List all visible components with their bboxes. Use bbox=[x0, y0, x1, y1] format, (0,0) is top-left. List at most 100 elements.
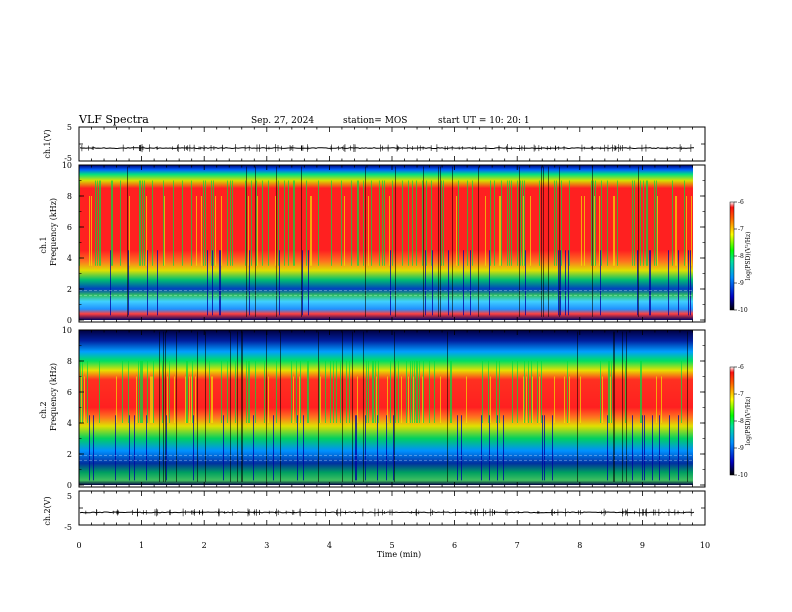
spectrogram-stripe bbox=[279, 250, 280, 316]
spectrogram-stripe bbox=[581, 196, 582, 266]
spectrogram-stripe bbox=[608, 361, 609, 423]
spectrogram-stripe bbox=[595, 180, 596, 266]
spectrogram-stripe bbox=[81, 376, 82, 423]
spectrogram-stripe bbox=[643, 180, 644, 266]
spectrogram-stripe bbox=[392, 180, 393, 266]
spectrogram-stripe bbox=[537, 361, 538, 423]
spectrogram-stripe bbox=[138, 361, 139, 423]
spectrogram-stripe bbox=[211, 376, 212, 423]
colorbar-tick-label: -7 bbox=[738, 391, 744, 398]
spectrogram-stripe bbox=[432, 250, 433, 316]
spectrogram-background bbox=[79, 165, 693, 320]
spectrogram-stripe bbox=[308, 250, 309, 316]
spectrogram-stripe bbox=[613, 331, 614, 482]
spectrogram-stripe bbox=[691, 196, 692, 266]
spectrogram-stripe bbox=[242, 331, 243, 482]
spectrogram-stripe bbox=[607, 180, 608, 266]
spectrogram-stripe bbox=[147, 361, 148, 423]
spectrogram-stripe bbox=[257, 196, 258, 266]
y-tick-label: 6 bbox=[67, 223, 72, 232]
spectrogram-stripe bbox=[173, 180, 174, 266]
spectrogram-stripe bbox=[193, 415, 194, 481]
spectrogram-stripe bbox=[512, 361, 513, 423]
spectrogram-stripe bbox=[227, 180, 228, 266]
colorbar-tick-label: -6 bbox=[738, 364, 744, 371]
spectrogram-stripe bbox=[548, 166, 549, 317]
spectrogram-panel-ch2: 0 2 4 6 8 10 ch.2 Frequency (kHz) -6 -7 -8 -9 -10… bbox=[39, 326, 752, 490]
y-axis-label: ch.1 bbox=[39, 236, 48, 253]
spectrogram-stripe bbox=[318, 180, 319, 266]
spectrogram-stripe bbox=[523, 196, 524, 266]
spectrogram-stripe bbox=[150, 376, 151, 423]
spectrogram-stripe bbox=[637, 250, 638, 316]
spectrogram-stripe bbox=[349, 361, 350, 423]
spectrogram-stripe bbox=[142, 361, 143, 423]
waveform-panel-ch1: 5 -5 ch.1(V) bbox=[43, 123, 706, 163]
spectrogram-stripe bbox=[661, 376, 662, 423]
spectrogram-stripe bbox=[159, 331, 160, 482]
spectrogram-stripe bbox=[610, 376, 611, 423]
spectrogram-stripe bbox=[499, 196, 500, 266]
colorbar-label: log(PSD)(V²/Hz) bbox=[745, 232, 752, 281]
spectrogram-stripe bbox=[640, 361, 641, 423]
spectrogram-stripe bbox=[448, 250, 449, 316]
spectrogram-stripe bbox=[344, 196, 345, 266]
spectrogram-stripe bbox=[129, 415, 130, 481]
spectrogram-stripe bbox=[593, 180, 594, 266]
spectrogram-stripe bbox=[147, 250, 148, 316]
spectrogram-stripe bbox=[336, 361, 337, 423]
spectrogram-stripe bbox=[440, 376, 441, 423]
spectrogram-stripe bbox=[319, 361, 320, 423]
spectrogram-stripe bbox=[99, 180, 100, 266]
spectrogram-stripe bbox=[294, 180, 295, 266]
spectrogram-stripe bbox=[489, 415, 490, 481]
spectrogram-stripe bbox=[470, 250, 471, 316]
spectrogram-stripe bbox=[266, 331, 267, 482]
spectrogram-stripe bbox=[230, 331, 231, 482]
spectrogram-stripe bbox=[517, 180, 518, 266]
spectrogram-stripe bbox=[564, 376, 565, 423]
spectrogram-stripe bbox=[185, 376, 186, 423]
spectrogram-stripe bbox=[599, 196, 600, 266]
spectrogram-stripe bbox=[140, 361, 141, 423]
colorbar-tick-label: -10 bbox=[738, 472, 748, 479]
spectrogram-stripe bbox=[613, 196, 614, 266]
spectrogram-stripe bbox=[253, 415, 254, 481]
spectrogram-stripe bbox=[164, 196, 165, 266]
spectrogram-stripe bbox=[425, 250, 426, 316]
spectrogram-stripe bbox=[91, 196, 92, 266]
spectrogram-stripe bbox=[192, 361, 193, 423]
spectrogram-stripe bbox=[441, 180, 442, 266]
spectrogram-stripe bbox=[443, 180, 444, 266]
spectrogram-stripe bbox=[607, 415, 608, 481]
spectrogram-stripe bbox=[393, 415, 394, 481]
spectrogram-stripe bbox=[134, 415, 135, 481]
spectrogram-stripe bbox=[490, 180, 491, 266]
y-axis-label: ch.1(V) bbox=[43, 129, 52, 158]
spectrogram-stripe bbox=[499, 361, 500, 423]
spectrogram-stripe bbox=[300, 361, 301, 423]
spectrogram-stripe bbox=[320, 376, 321, 423]
spectrogram-stripe bbox=[672, 180, 673, 266]
spectrogram-stripe bbox=[87, 361, 88, 423]
spectrogram-stripe bbox=[408, 180, 409, 266]
spectrogram-stripe bbox=[434, 361, 435, 423]
spectrogram-stripe bbox=[227, 361, 228, 423]
spectrogram-stripe bbox=[299, 376, 300, 423]
colorbar-tick-label: -9 bbox=[738, 445, 744, 452]
x-tick-label: 1 bbox=[139, 541, 144, 550]
spectrogram-stripe bbox=[163, 331, 164, 482]
spectrogram-stripe bbox=[375, 361, 376, 423]
spectrogram-stripe bbox=[592, 166, 593, 317]
spectrogram-stripe bbox=[632, 180, 633, 266]
spectrogram-stripe bbox=[676, 196, 677, 266]
colorbar-tick-label: -8 bbox=[738, 253, 744, 260]
spectrogram-stripe bbox=[142, 180, 143, 266]
spectrogram-stripe bbox=[412, 180, 413, 266]
y-tick-label: 4 bbox=[67, 254, 72, 263]
spectrogram-stripe bbox=[162, 361, 163, 423]
spectrogram-stripe bbox=[249, 361, 250, 423]
spectrogram-stripe bbox=[205, 180, 206, 266]
spectrogram-stripe bbox=[416, 361, 417, 423]
spectrogram-stripe bbox=[524, 180, 525, 266]
